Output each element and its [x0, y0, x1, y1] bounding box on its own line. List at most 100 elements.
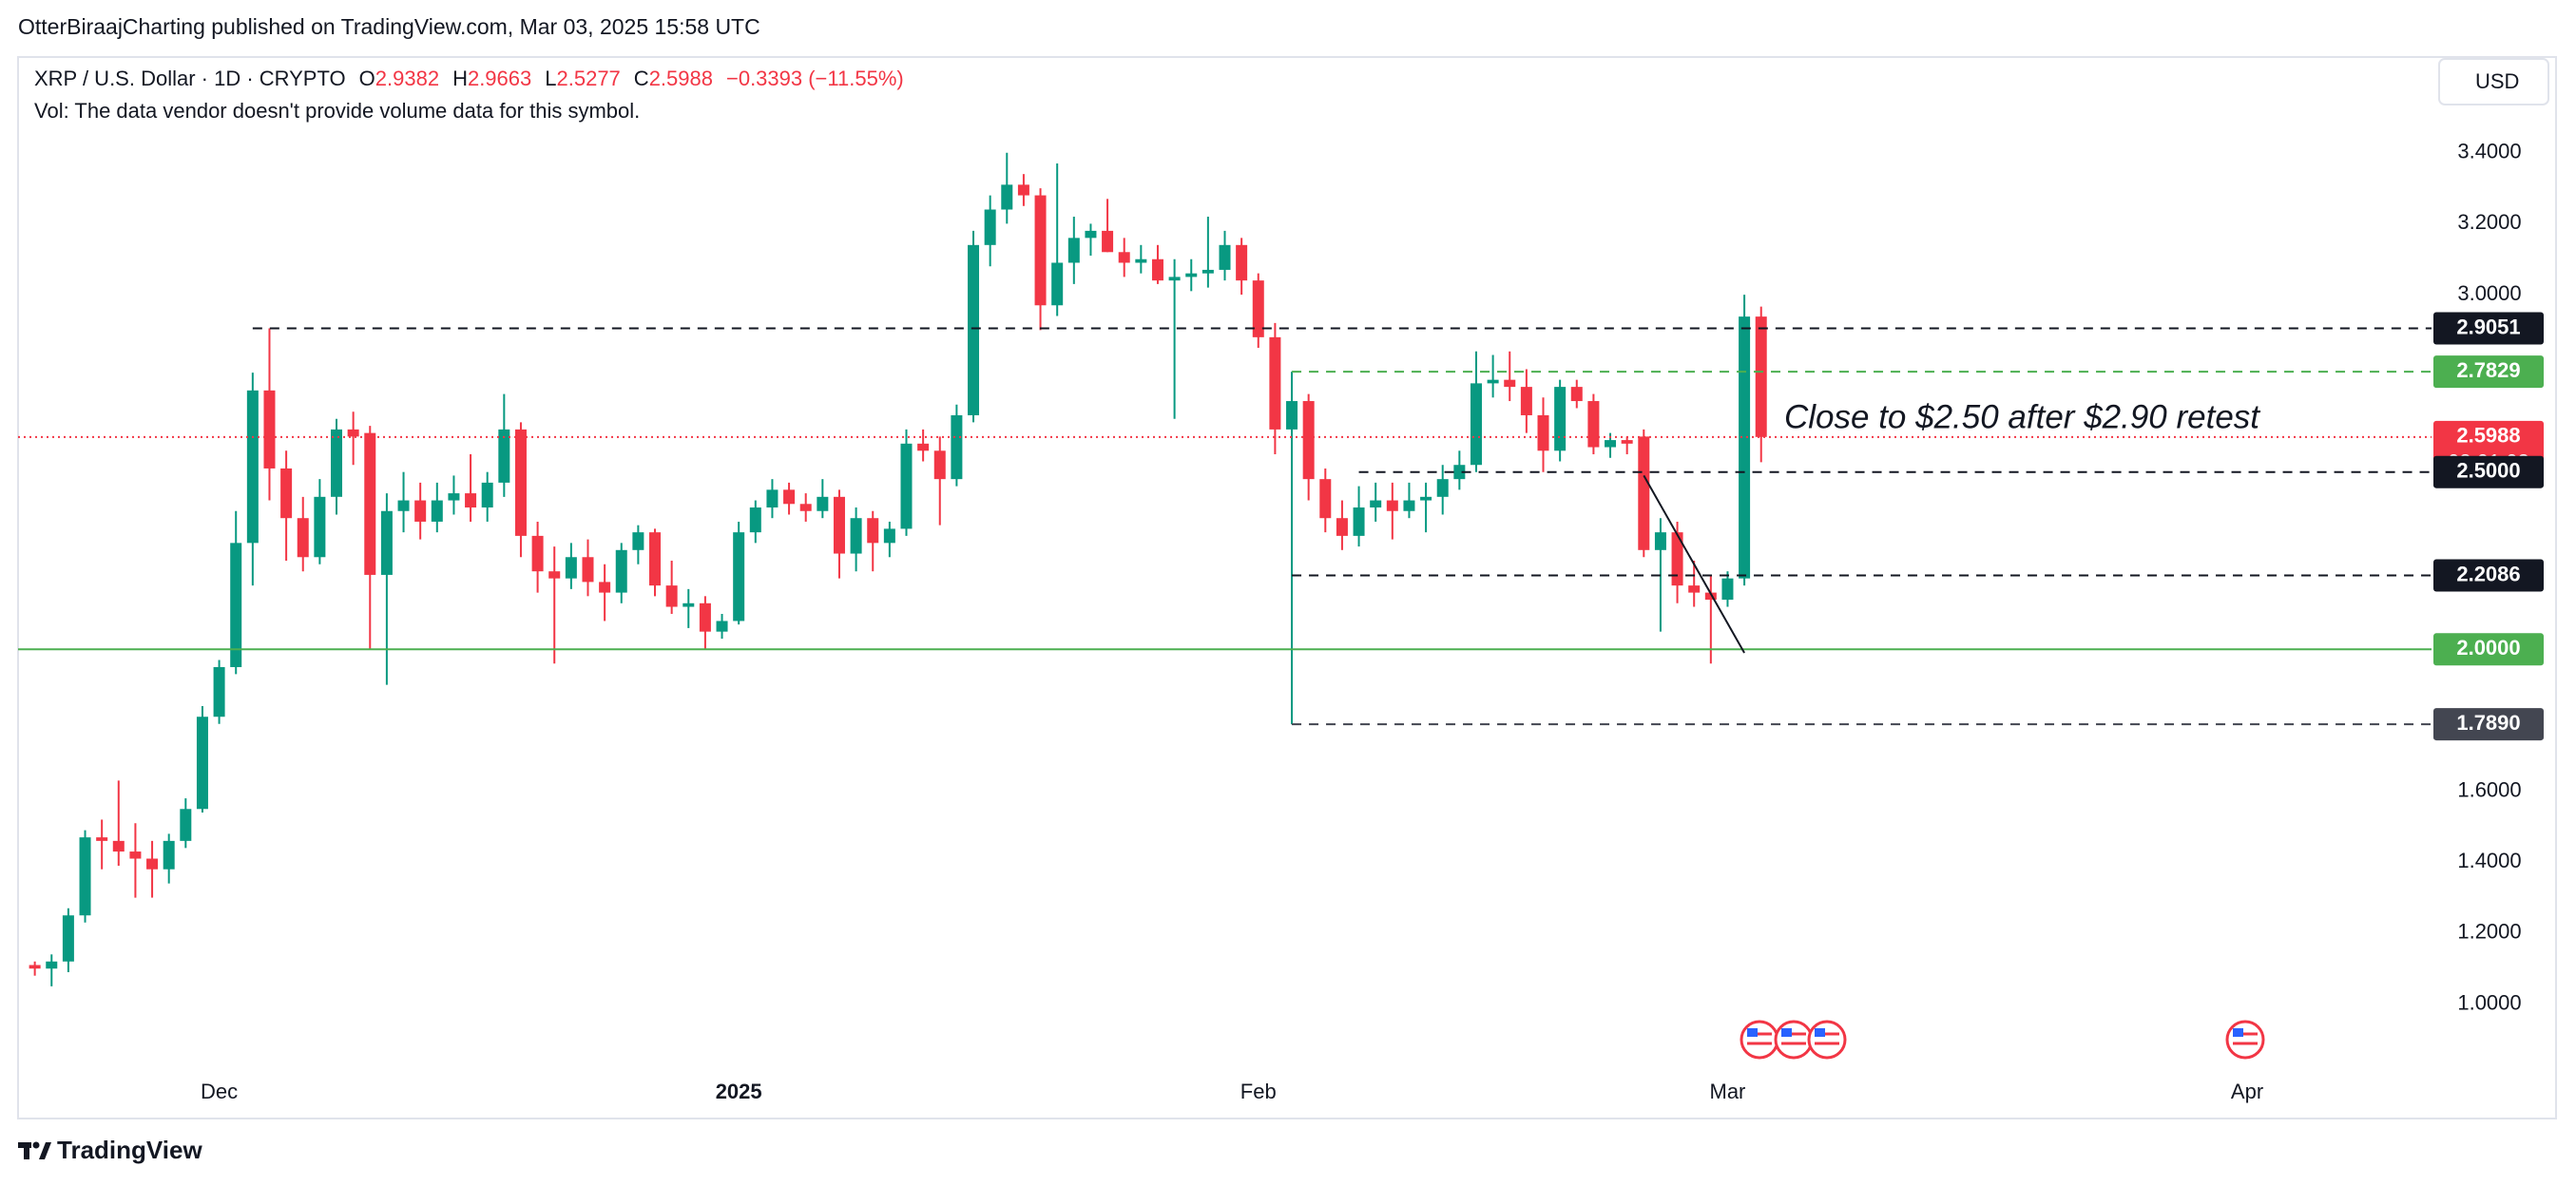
x-tick-label: 2025 — [716, 1080, 762, 1103]
candle-body — [682, 603, 695, 607]
candle-body — [1252, 280, 1264, 337]
candle-body — [917, 443, 930, 451]
candle-body — [850, 518, 862, 554]
candle-body — [867, 518, 879, 544]
candle-body — [1286, 401, 1298, 430]
price-label: 2.0000 — [2456, 636, 2520, 660]
candle-body — [297, 518, 309, 558]
volume-note: Vol: The data vendor doesn't provide vol… — [34, 99, 640, 123]
legend-value: 2.9382 — [375, 67, 439, 90]
candle-body — [213, 666, 225, 717]
candle-body — [1554, 387, 1567, 451]
candle-body — [733, 532, 745, 622]
candle-body — [314, 496, 326, 558]
candle-body — [1504, 379, 1516, 388]
candle-body — [146, 858, 159, 870]
y-tick-label: 3.4000 — [2457, 140, 2521, 163]
brand: TradingView — [57, 1136, 202, 1164]
candle-body — [951, 414, 963, 480]
x-tick-label: Apr — [2231, 1080, 2263, 1103]
candle-body — [1638, 436, 1650, 550]
price-label: 2.5000 — [2456, 459, 2520, 483]
candle-body — [1721, 578, 1734, 601]
legend-key: C — [634, 67, 649, 90]
candle-body — [1302, 401, 1315, 480]
candle-body — [196, 717, 208, 810]
candle-body — [79, 837, 91, 916]
candle-body — [1688, 585, 1701, 593]
currency-button[interactable] — [2438, 58, 2549, 105]
price-label: 2.5988 — [2456, 424, 2520, 448]
legend: XRP / U.S. Dollar · 1D · CRYPTO O2.9382 H2… — [34, 67, 904, 90]
candle-body — [180, 809, 192, 841]
trend-line — [1643, 474, 1745, 654]
y-tick-label: 1.0000 — [2457, 990, 2521, 1014]
candle-body — [1051, 262, 1064, 306]
candle-body — [29, 965, 41, 969]
candle-body — [632, 532, 644, 550]
candle-body — [380, 510, 393, 575]
candle-body — [933, 450, 946, 480]
candle-body — [1067, 238, 1080, 263]
legend-value: 2.9663 — [468, 67, 531, 90]
price-label-box — [2433, 633, 2544, 666]
candle-body — [112, 840, 125, 852]
candle-body — [1671, 532, 1683, 586]
candle-body — [1085, 230, 1097, 239]
candle-body — [448, 493, 460, 501]
candle-body — [1185, 273, 1198, 277]
candle-body — [1319, 479, 1332, 519]
candle-body — [799, 504, 812, 511]
legend-key: O — [359, 67, 375, 90]
event-icons — [1740, 1020, 2265, 1060]
currency-label[interactable]: USD — [2475, 69, 2519, 93]
price-label-box — [2433, 559, 2544, 592]
price-label-box — [2433, 312, 2544, 345]
candle-body — [414, 500, 427, 522]
candle-body — [565, 557, 577, 579]
candle-body — [1102, 230, 1114, 253]
header: OtterBiraajCharting published on Trading… — [18, 14, 760, 39]
price-label: 2.7829 — [2456, 358, 2520, 382]
candle-body — [163, 840, 175, 870]
y-tick-label: 3.2000 — [2457, 210, 2521, 234]
brand-logo — [18, 1141, 51, 1159]
candle-body — [968, 244, 980, 415]
candle-body — [1487, 379, 1499, 384]
y-tick-label: 3.0000 — [2457, 281, 2521, 305]
candle-body — [1570, 387, 1583, 402]
candle-body — [665, 585, 678, 607]
candle-body — [531, 535, 544, 572]
candle-body — [1403, 500, 1415, 511]
candle-body — [1704, 592, 1717, 601]
candle-body — [1453, 465, 1466, 480]
candle-body — [1587, 401, 1600, 448]
legend-key: L — [545, 67, 556, 90]
y-tick-label: 1.4000 — [2457, 849, 2521, 872]
candle-body — [1201, 269, 1214, 274]
candle-body — [900, 443, 913, 529]
price-label: 2.9051 — [2456, 315, 2520, 338]
candle-body — [1520, 387, 1532, 415]
candle-body — [1654, 532, 1666, 550]
candle-body — [1386, 500, 1398, 511]
candle-body — [1118, 252, 1130, 263]
legend-value: 2.5277 — [557, 67, 621, 90]
y-tick-label: 1.2000 — [2457, 920, 2521, 944]
candle-body — [62, 915, 74, 962]
candle-body — [548, 571, 561, 579]
candle-body — [1236, 244, 1248, 281]
plot-area — [18, 152, 2432, 986]
candle-body — [883, 528, 895, 544]
candle-body — [1470, 383, 1482, 466]
price-label: 1.7890 — [2456, 711, 2520, 735]
candle-body — [649, 532, 662, 586]
candle-body — [1537, 414, 1549, 451]
candle-body — [1621, 440, 1633, 444]
candle-body — [1001, 184, 1013, 210]
candle-body — [1739, 316, 1751, 579]
x-tick-label: Mar — [1710, 1080, 1746, 1103]
candle-body — [1269, 336, 1281, 430]
candle-body — [1436, 479, 1449, 497]
